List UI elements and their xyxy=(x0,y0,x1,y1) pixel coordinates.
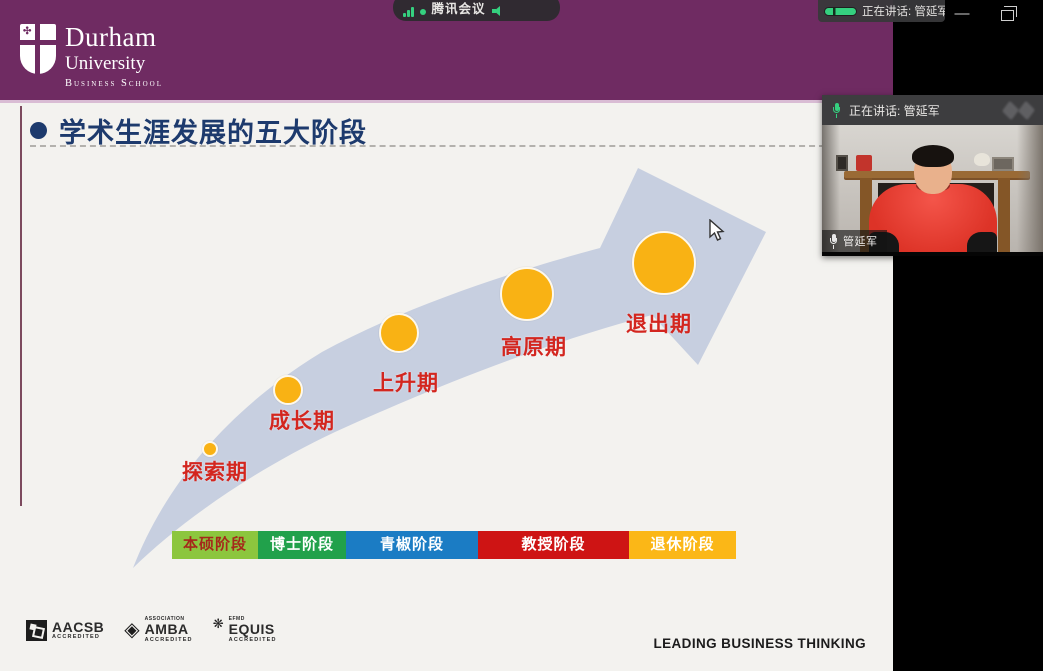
video-right-shadow xyxy=(1017,125,1043,252)
camera-video xyxy=(822,125,1043,252)
shared-slide: ✣ Durham University Business School 学术生涯… xyxy=(0,0,893,671)
restore-button[interactable] xyxy=(1001,6,1017,21)
video-mantel-red-object xyxy=(856,155,872,171)
mic-volume-meter-icon xyxy=(824,6,857,16)
slide-title-row: 学术生涯发展的五大阶段 xyxy=(30,111,367,150)
amba-diamond-icon: ◈ xyxy=(124,619,140,641)
video-person-torso xyxy=(868,180,997,252)
career-band-row: 本硕阶段 博士阶段 青椒阶段 教授阶段 退休阶段 xyxy=(172,531,736,559)
slogan: LEADING BUSINESS THINKING xyxy=(653,636,866,651)
camera-titlebar: 正在讲话: 管延军 xyxy=(822,95,1043,125)
mic-active-icon xyxy=(832,102,841,118)
aacsb-logo: AACSB ACCREDITED xyxy=(26,618,105,641)
aacsb-label: AACSB xyxy=(52,618,105,635)
aacsb-sub: ACCREDITED xyxy=(52,634,101,640)
career-band: 青椒阶段 xyxy=(346,531,478,559)
durham-crest-icon: ✣ xyxy=(20,24,56,74)
video-wall-picture xyxy=(836,155,848,171)
stage-dot xyxy=(632,231,696,295)
network-dot-icon xyxy=(419,9,426,15)
video-left-shadow xyxy=(822,125,840,252)
camera-bottom-strip xyxy=(822,252,1043,256)
equis-logo: ❋ EFMD EQUIS ACCREDITED xyxy=(213,617,277,643)
meeting-pill[interactable]: 腾讯会议 xyxy=(393,0,560,21)
logo-university: University xyxy=(65,53,146,74)
stage-label: 探索期 xyxy=(182,461,248,484)
amba-top: ASSOCIATION xyxy=(144,616,185,622)
speaking-toast: 正在讲话: 管延军 xyxy=(818,0,945,22)
camera-bar-deco-icons xyxy=(1001,100,1036,120)
nametag-mic-icon xyxy=(829,233,838,249)
slide-title: 学术生涯发展的五大阶段 xyxy=(59,118,367,148)
career-band: 博士阶段 xyxy=(258,531,346,559)
video-mantel-frames xyxy=(992,157,1014,171)
durham-logo: ✣ Durham University Business School xyxy=(20,24,163,90)
accreditation-logos: AACSB ACCREDITED ◈ ASSOCIATION AMBA ACCR… xyxy=(26,617,277,643)
career-band: 教授阶段 xyxy=(478,531,629,559)
stage-label: 高原期 xyxy=(501,336,567,359)
stage-label: 成长期 xyxy=(269,410,335,433)
signal-bars-icon xyxy=(403,7,414,17)
mouse-cursor xyxy=(709,219,725,241)
slide-left-border xyxy=(20,106,22,506)
speaker-icon xyxy=(491,6,503,16)
title-dashed-divider xyxy=(30,145,875,147)
stage-dot xyxy=(273,375,303,405)
video-mantel-skull xyxy=(974,153,990,166)
camera-nametag: 管延军 xyxy=(822,230,887,252)
amba-logo: ◈ ASSOCIATION AMBA ACCREDITED xyxy=(124,617,192,643)
minimize-button[interactable]: — xyxy=(954,5,970,22)
camera-participant-name: 管延军 xyxy=(843,236,878,248)
equis-top: EFMD xyxy=(228,616,245,622)
stage-dot xyxy=(202,441,218,457)
stage-dot xyxy=(379,313,419,353)
amba-label: AMBA xyxy=(144,621,189,637)
stage-label: 上升期 xyxy=(373,372,439,395)
amba-sub: ACCREDITED xyxy=(144,636,193,643)
camera-panel[interactable]: 正在讲话: 管延军 管延军 xyxy=(822,95,1043,256)
efmd-blades-icon: ❋ xyxy=(212,616,224,631)
equis-sub: ACCREDITED xyxy=(228,636,277,643)
meeting-pill-label: 腾讯会议 xyxy=(431,2,486,16)
title-bullet-icon xyxy=(30,122,47,139)
camera-speaking-label: 正在讲话: 管延军 xyxy=(849,103,940,118)
video-person-hair xyxy=(911,145,954,167)
stage-dot xyxy=(500,267,554,321)
speaking-toast-label: 正在讲话: 管延军 xyxy=(862,6,945,18)
video-fireplace-leg-right xyxy=(998,178,1010,252)
career-band: 本硕阶段 xyxy=(172,531,258,559)
growth-arrow xyxy=(133,168,766,568)
aacsb-icon xyxy=(26,619,47,641)
logo-business-school: Business School xyxy=(65,78,163,89)
stage-label: 退出期 xyxy=(626,313,692,336)
career-band: 退休阶段 xyxy=(629,531,736,559)
video-person-head xyxy=(911,145,954,194)
crest-mark: ✣ xyxy=(23,26,32,37)
logo-durham: Durham xyxy=(65,22,157,52)
equis-label: EQUIS xyxy=(228,621,275,637)
